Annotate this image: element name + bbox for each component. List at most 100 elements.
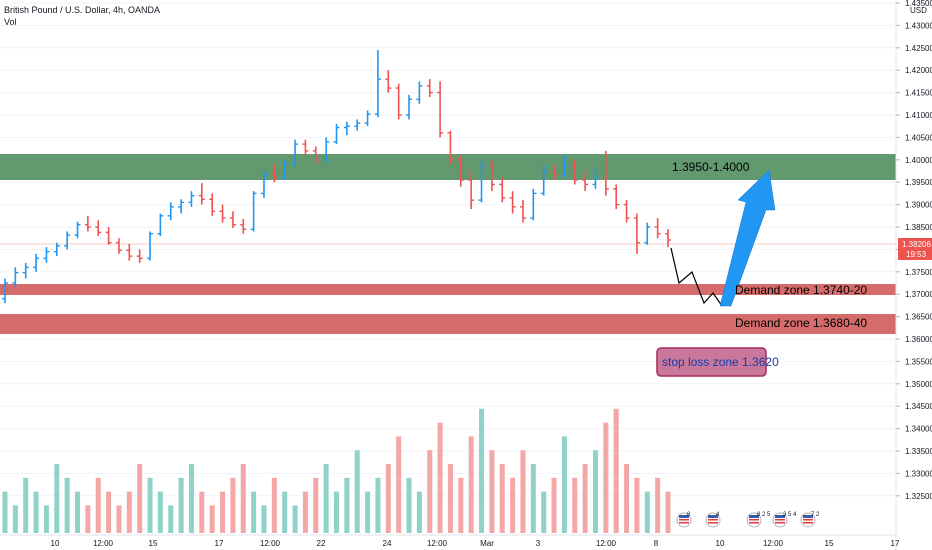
x-tick-labels: 10 12:00 15 17 12:00 22 24 12:00 Mar 3 12:00 8 10 12:… <box>51 539 900 548</box>
ohlc-bar <box>22 262 29 279</box>
time-axis: 10 12:00 15 17 12:00 22 24 12:00 Mar 3 12:00 8 10 12:… <box>0 534 900 548</box>
volume-bar <box>644 491 650 533</box>
ohlc-bar <box>457 155 464 187</box>
event-count: 3 5 4 <box>783 512 797 518</box>
ohlc-bar <box>126 244 133 261</box>
ohlc-bar <box>323 137 330 163</box>
projection-arrow[interactable] <box>719 169 776 307</box>
volume-bar <box>199 491 205 533</box>
volume-bar <box>561 436 567 533</box>
volume-bar <box>168 505 174 533</box>
y-tick-label: 1.42500 <box>905 44 932 53</box>
ohlc-bar <box>12 267 19 288</box>
volume-bar <box>137 464 143 533</box>
ohlc-bar <box>395 83 402 120</box>
event-marker[interactable]: 8 <box>676 512 692 528</box>
volume-bar <box>365 491 371 533</box>
ohlc-bar <box>105 227 112 245</box>
volume-bar <box>251 491 257 533</box>
volume-bar <box>499 464 505 533</box>
ohlc-bars <box>2 50 671 304</box>
current-price-tag <box>898 238 932 260</box>
ohlc-bar <box>188 191 195 207</box>
volume-indicator-label[interactable]: Vol <box>4 17 17 27</box>
volume-bar <box>116 505 122 533</box>
ohlc-bar <box>478 159 485 203</box>
y-tick-label: 1.37500 <box>905 268 932 277</box>
volume-bar <box>530 464 536 533</box>
supply-zone[interactable] <box>0 154 896 180</box>
volume-bar <box>188 464 194 533</box>
y-tick-label: 1.33000 <box>905 469 932 478</box>
volume-bar <box>582 464 588 533</box>
event-marker[interactable]: 7 2 <box>800 512 820 528</box>
volume-bar <box>458 477 464 533</box>
event-marker[interactable]: 3 5 4 <box>772 512 797 528</box>
event-count: 7 2 <box>811 512 820 518</box>
zones <box>0 154 896 334</box>
ohlc-bar <box>157 213 164 236</box>
volume-bar <box>406 477 412 533</box>
ohlc-bar <box>551 164 558 180</box>
volume-bar <box>354 450 360 533</box>
stop-loss-zone[interactable] <box>656 347 767 377</box>
volume-bar <box>261 505 267 533</box>
event-marker[interactable]: 8 2 5 <box>746 512 771 528</box>
economic-events: 8 4 8 2 5 3 5 4 7 2 <box>676 512 820 528</box>
volume-bar <box>220 491 226 533</box>
volume-bar <box>23 477 29 533</box>
ohlc-bar <box>167 202 174 221</box>
ohlc-bar <box>229 211 236 228</box>
ohlc-bar <box>654 218 661 239</box>
volume-bar <box>33 491 39 533</box>
volume-bar <box>416 491 422 533</box>
volume-bar <box>624 464 630 533</box>
supply-zone-label: 1.3950-1.4000 <box>672 160 750 174</box>
price-axis: 1.43500 1.43000 1.42500 1.42000 1.41500 1.410… <box>895 0 932 550</box>
ohlc-bar <box>136 249 143 263</box>
ohlc-bar <box>437 81 444 138</box>
ohlc-bar <box>84 215 91 232</box>
ohlc-bar <box>509 191 516 214</box>
volume-bar <box>75 491 81 533</box>
y-tick-label: 1.33500 <box>905 447 932 456</box>
ohlc-bar <box>385 70 392 93</box>
x-tick-label: 22 <box>317 539 326 548</box>
demand-zone-2[interactable] <box>0 314 896 334</box>
candle-countdown: 19:53 <box>906 250 927 259</box>
y-tick-label: 1.34000 <box>905 425 932 434</box>
volume-bar <box>375 477 381 533</box>
ohlc-bar <box>623 200 630 223</box>
volume-bar <box>613 408 619 533</box>
volume-bar <box>541 491 547 533</box>
ohlc-bar <box>488 159 495 192</box>
ohlc-bar <box>64 231 71 250</box>
y-tick-label: 1.40500 <box>905 133 932 142</box>
ohlc-bar <box>374 50 381 118</box>
ohlc-bar <box>240 218 247 234</box>
volume-bar <box>323 464 329 533</box>
ohlc-bar <box>43 247 50 263</box>
x-tick-label: 17 <box>891 539 900 548</box>
y-tick-label: 1.40000 <box>905 156 932 165</box>
ohlc-bar <box>343 121 350 136</box>
volume-bar <box>551 477 557 533</box>
volume-bar <box>230 477 236 533</box>
ohlc-bar <box>74 221 81 239</box>
demand-zone-1[interactable] <box>0 284 896 295</box>
demand-zone-2-label: Demand zone 1.3680-40 <box>735 316 867 330</box>
volume-bar <box>313 477 319 533</box>
y-tick-label: 1.35000 <box>905 380 932 389</box>
y-tick-label: 1.36500 <box>905 313 932 322</box>
volume-bar <box>209 505 215 533</box>
ohlc-bar <box>540 164 547 196</box>
y-tick-label: 1.37000 <box>905 290 932 299</box>
symbol-title[interactable]: British Pound / U.S. Dollar, 4h, OANDA <box>4 5 161 15</box>
y-tick-label: 1.32500 <box>905 492 932 501</box>
event-marker[interactable]: 4 <box>705 512 721 528</box>
volume-bar <box>126 491 132 533</box>
ohlc-bar <box>302 139 309 156</box>
ohlc-bar <box>468 171 475 210</box>
ohlc-bar <box>281 159 288 180</box>
